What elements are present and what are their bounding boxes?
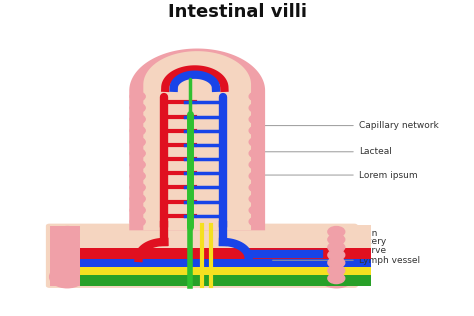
Circle shape xyxy=(249,217,264,226)
Title: Intestinal villi: Intestinal villi xyxy=(167,3,307,21)
Circle shape xyxy=(130,160,145,169)
Circle shape xyxy=(249,172,264,181)
Circle shape xyxy=(328,258,345,268)
Circle shape xyxy=(59,250,76,260)
Circle shape xyxy=(328,227,345,237)
Circle shape xyxy=(59,273,76,283)
Circle shape xyxy=(130,172,145,181)
Text: Vein: Vein xyxy=(273,229,378,238)
Circle shape xyxy=(130,183,145,192)
Text: Artery: Artery xyxy=(273,237,387,246)
Circle shape xyxy=(328,242,345,252)
Polygon shape xyxy=(129,49,265,230)
Circle shape xyxy=(50,266,85,288)
Circle shape xyxy=(130,92,145,101)
Circle shape xyxy=(249,126,264,135)
Circle shape xyxy=(59,265,76,276)
Bar xyxy=(80,248,371,259)
Text: Lacteal: Lacteal xyxy=(237,147,392,156)
Circle shape xyxy=(249,103,264,112)
Polygon shape xyxy=(143,51,251,230)
Text: Lymph vessel: Lymph vessel xyxy=(273,256,420,265)
Circle shape xyxy=(328,265,345,276)
Circle shape xyxy=(59,258,76,268)
Circle shape xyxy=(249,160,264,169)
Circle shape xyxy=(249,149,264,158)
FancyBboxPatch shape xyxy=(46,224,358,288)
Circle shape xyxy=(59,242,76,252)
Circle shape xyxy=(328,273,345,283)
Circle shape xyxy=(249,183,264,192)
Bar xyxy=(50,226,85,286)
Circle shape xyxy=(130,115,145,124)
Circle shape xyxy=(59,234,76,245)
Text: Lorem ipsum: Lorem ipsum xyxy=(242,171,418,179)
Circle shape xyxy=(249,137,264,147)
Circle shape xyxy=(249,92,264,101)
Text: Capillary network: Capillary network xyxy=(249,121,438,130)
Circle shape xyxy=(130,103,145,112)
Bar xyxy=(80,275,371,286)
Circle shape xyxy=(328,250,345,260)
Bar xyxy=(80,258,371,267)
Circle shape xyxy=(130,206,145,215)
Circle shape xyxy=(59,227,76,237)
Bar xyxy=(80,267,371,275)
Circle shape xyxy=(130,149,145,158)
Bar xyxy=(319,226,354,286)
Circle shape xyxy=(130,217,145,226)
Circle shape xyxy=(249,115,264,124)
Circle shape xyxy=(249,194,264,204)
Circle shape xyxy=(249,206,264,215)
Circle shape xyxy=(130,137,145,147)
Text: Nerve: Nerve xyxy=(273,246,386,255)
Bar xyxy=(80,224,371,248)
Circle shape xyxy=(130,126,145,135)
Circle shape xyxy=(319,266,354,288)
Circle shape xyxy=(130,194,145,204)
Circle shape xyxy=(328,234,345,245)
